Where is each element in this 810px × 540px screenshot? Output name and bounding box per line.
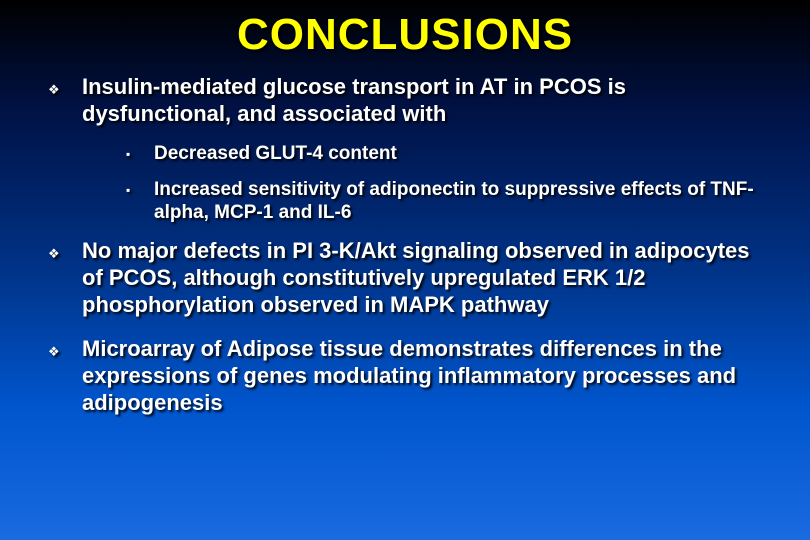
sub-list-item: ▪ Increased sensitivity of adiponectin t… [126,178,770,224]
list-item: ❖ Insulin-mediated glucose transport in … [48,74,770,128]
diamond-bullet-icon: ❖ [48,336,82,366]
sub-list-item-text: Decreased GLUT-4 content [154,142,770,165]
slide-title: CONCLUSIONS [40,10,770,60]
diamond-bullet-icon: ❖ [48,238,82,268]
sub-list: ▪ Decreased GLUT-4 content ▪ Increased s… [126,142,770,224]
sub-list-item-text: Increased sensitivity of adiponectin to … [154,178,770,224]
diamond-bullet-icon: ❖ [48,74,82,104]
list-item: ❖ No major defects in PI 3-K/Akt signali… [48,238,770,318]
list-item-text: Insulin-mediated glucose transport in AT… [82,74,770,128]
list-item-text: No major defects in PI 3-K/Akt signaling… [82,238,770,318]
list-item-text: Microarray of Adipose tissue demonstrate… [82,336,770,416]
slide-body: ❖ Insulin-mediated glucose transport in … [40,74,770,417]
square-bullet-icon: ▪ [126,178,154,202]
list-item: ❖ Microarray of Adipose tissue demonstra… [48,336,770,416]
sub-list-item: ▪ Decreased GLUT-4 content [126,142,770,166]
square-bullet-icon: ▪ [126,142,154,166]
